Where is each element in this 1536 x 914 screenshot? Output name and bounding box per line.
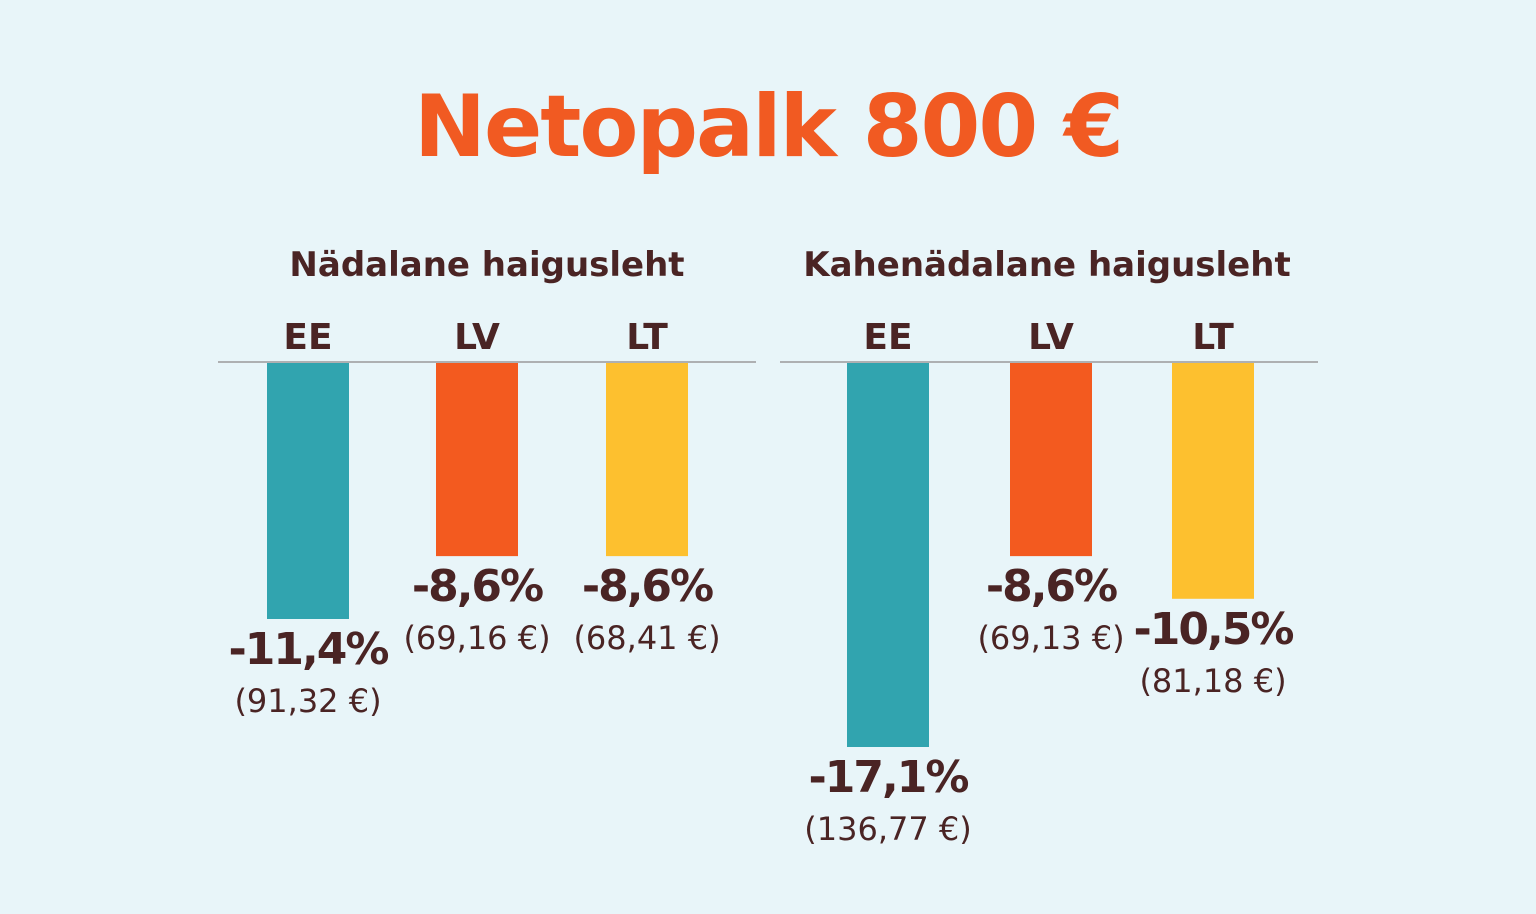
panel-title: Nädalane haigusleht bbox=[289, 245, 684, 285]
amount-label: (81,18 €) bbox=[1139, 662, 1286, 700]
amount-label: (91,32 €) bbox=[234, 682, 381, 720]
bar bbox=[606, 363, 688, 557]
page-title: Netopalk 800 € bbox=[414, 77, 1124, 177]
bar bbox=[436, 363, 518, 557]
value-label: -11,4% bbox=[229, 624, 389, 675]
bar bbox=[1172, 363, 1254, 599]
bar bbox=[267, 363, 349, 619]
amount-label: (69,13 €) bbox=[977, 619, 1124, 657]
category-label: LT bbox=[626, 317, 668, 358]
value-label: -17,1% bbox=[809, 752, 969, 803]
value-label: -8,6% bbox=[986, 561, 1117, 612]
value-label: -8,6% bbox=[412, 561, 543, 612]
bar bbox=[1010, 363, 1092, 557]
category-label: LV bbox=[1028, 317, 1074, 358]
category-label: EE bbox=[863, 317, 912, 358]
amount-label: (68,41 €) bbox=[573, 619, 720, 657]
category-label: LT bbox=[1192, 317, 1234, 358]
bar bbox=[847, 363, 929, 747]
amount-label: (69,16 €) bbox=[403, 619, 550, 657]
category-label: EE bbox=[283, 317, 332, 358]
panel-title: Kahenädalane haigusleht bbox=[803, 245, 1290, 285]
amount-label: (136,77 €) bbox=[804, 810, 971, 848]
value-label: -10,5% bbox=[1134, 604, 1294, 655]
category-label: LV bbox=[454, 317, 500, 358]
value-label: -8,6% bbox=[582, 561, 713, 612]
